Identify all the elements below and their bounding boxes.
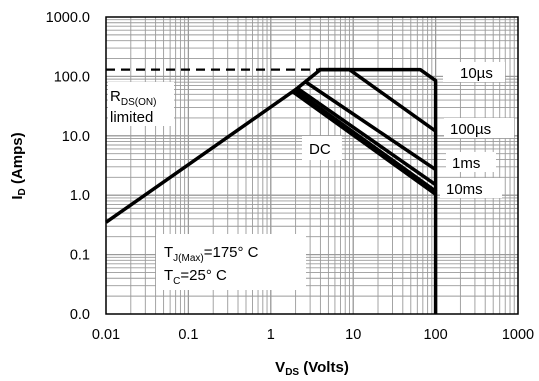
x-tick-label: 0.01 [92,327,120,343]
x-axis-sub: DS [285,367,299,378]
rdson-line2: limited [110,109,153,126]
y-tick-label: 100.0 [54,69,90,85]
tc-value: =25° C [180,267,227,284]
series-line [292,88,438,196]
y-axis-title: ID (Amps) [9,132,28,199]
label-10us: 10µs [460,65,493,82]
y-tick-label: 10.0 [62,129,90,145]
y-tick-label: 0.1 [70,248,90,264]
svg-text:TJ(Max)=175° C: TJ(Max)=175° C [164,244,259,264]
y-tick-label: 1000.0 [46,10,90,26]
plot-frame [105,16,519,315]
y-axis-main: I [9,195,26,199]
series-line [318,67,437,133]
label-10ms: 10ms [446,181,483,198]
label-1ms: 1ms [452,155,480,172]
data-lines [104,67,438,314]
rdson-sub: DS(ON) [121,97,157,108]
tj-main: T [164,244,173,261]
label-100us-group: 100µs [444,118,514,138]
svg-text:RDS(ON): RDS(ON) [110,88,156,108]
series-line [294,67,438,314]
x-axis-rest: (Volts) [299,359,349,376]
tc-sub: C [173,276,180,287]
tj-sub: J(Max) [173,253,204,264]
x-axis-main: V [275,359,285,376]
x-tick-label: 1000 [502,327,534,343]
y-tick-label: 1.0 [70,188,90,204]
svg-text:TC=25° C: TC=25° C [164,267,227,287]
y-axis-rest: (Amps) [9,132,26,188]
tj-value: =175° C [204,244,259,261]
label-1ms-group: 1ms [446,152,496,172]
x-tick-label: 100 [423,327,447,343]
x-tick-label: 1 [267,327,275,343]
series-line [296,86,437,187]
y-tick-label: 0.0 [70,307,90,323]
x-tick-label: 0.1 [178,327,198,343]
label-rdson: RDS(ON) limited [108,82,174,126]
conditions-box: TJ(Max)=175° C TC=25° C [156,234,306,290]
label-dc: DC [309,141,331,158]
label-dc-group: DC [302,136,342,160]
label-100us: 100µs [450,121,491,138]
label-10us-group: 10µs [443,62,505,82]
y-axis-sub: D [17,188,28,195]
x-tick-label: 10 [345,327,361,343]
series-line [304,80,437,172]
rdson-limit-line [104,88,297,224]
rdson-main: R [110,88,121,105]
tick-labels: 0.01 0.1 1 10 100 1000 0.0 0.1 1.0 10.0 100.0 1000.… [46,10,534,343]
label-10ms-group: 10ms [440,178,502,198]
x-axis-title: VDS (Volts) [275,359,349,378]
tc-main: T [164,267,173,284]
